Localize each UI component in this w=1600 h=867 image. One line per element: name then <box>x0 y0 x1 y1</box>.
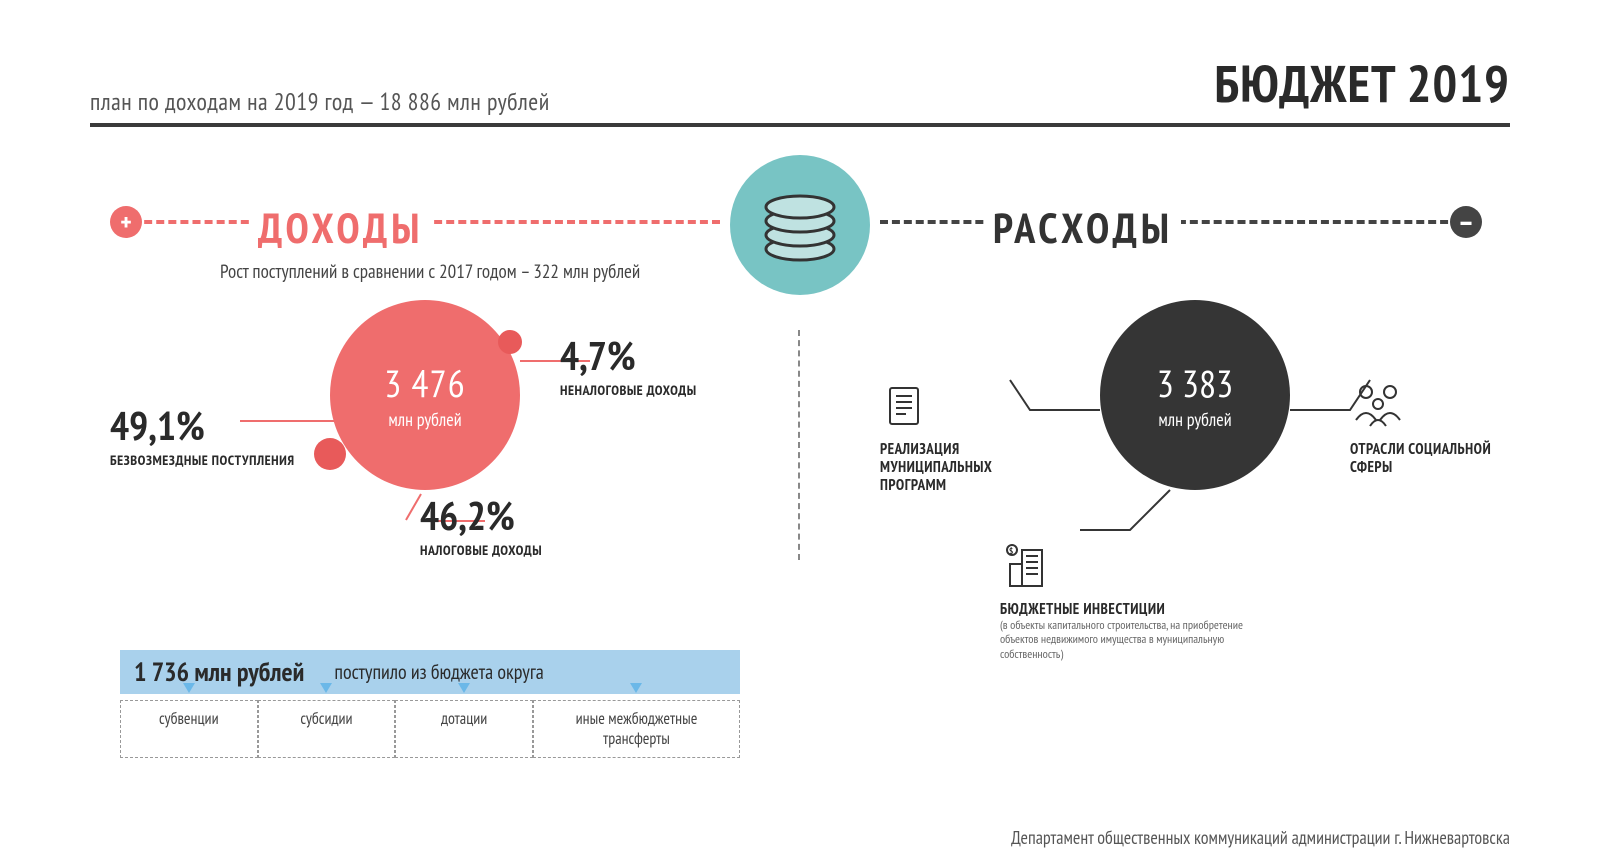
income-breakdown-item: 49,1% БЕЗВОЗМЕЗДНЫЕ ПОСТУПЛЕНИЯ <box>110 400 295 468</box>
income-dot-icon <box>314 438 346 470</box>
coins-icon <box>730 155 870 295</box>
header: план по доходам на 2019 год — 18 886 млн… <box>90 50 1510 127</box>
breakdown-pct: 4,7% <box>560 330 697 382</box>
minus-icon: – <box>1450 206 1482 238</box>
breakdown-label: БЕЗВОЗМЕЗДНЫЕ ПОСТУПЛЕНИЯ <box>110 452 295 468</box>
district-item: субсидии <box>258 700 396 758</box>
income-center-value: 3 476 <box>384 359 465 408</box>
footer-credit: Департамент общественных коммуникаций ад… <box>1011 826 1510 849</box>
breakdown-label: НЕНАЛОГОВЫЕ ДОХОДЫ <box>560 382 697 398</box>
breakdown-pct: 49,1% <box>110 400 295 452</box>
header-title: БЮДЖЕТ 2019 <box>1215 50 1510 117</box>
expense-item: $ БЮДЖЕТНЫЕ ИНВЕСТИЦИИ (в объекты капита… <box>1000 540 1300 662</box>
header-subtitle: план по доходам на 2019 год — 18 886 млн… <box>90 86 550 117</box>
breakdown-pct: 46,2% <box>420 490 542 542</box>
expense-item-label: РЕАЛИЗАЦИЯ МУНИЦИПАЛЬНЫХ ПРОГРАММ <box>880 441 1050 495</box>
expense-item-note: (в объекты капитального строительства, н… <box>1000 619 1260 662</box>
breakdown-label: НАЛОГОВЫЕ ДОХОДЫ <box>420 542 542 558</box>
income-center-unit: млн рублей <box>388 408 461 431</box>
income-growth-note: Рост поступлений в сравнении с 2017 годо… <box>220 260 640 284</box>
district-items: субвенции субсидии дотации иные межбюдже… <box>120 700 740 758</box>
income-center-bubble: 3 476 млн рублей <box>330 300 520 490</box>
expense-section-label: РАСХОДЫ <box>985 200 1181 255</box>
building-icon: $ <box>1000 540 1300 595</box>
document-icon <box>880 380 1050 435</box>
income-section-label: ДОХОДЫ <box>250 200 431 255</box>
income-dot-icon <box>498 330 522 354</box>
expense-item-label: ОТРАСЛИ СОЦИАЛЬНОЙ СФЕРЫ <box>1350 441 1510 477</box>
income-breakdown-item: 4,7% НЕНАЛОГОВЫЕ ДОХОДЫ <box>560 330 697 398</box>
expense-item: ОТРАСЛИ СОЦИАЛЬНОЙ СФЕРЫ <box>1350 380 1510 477</box>
district-item: субвенции <box>120 700 258 758</box>
people-icon <box>1350 380 1510 435</box>
income-breakdown-item: 46,2% НАЛОГОВЫЕ ДОХОДЫ <box>420 490 542 558</box>
svg-text:$: $ <box>1009 546 1014 557</box>
district-bar: 1 736 млн рублей поступило из бюджета ок… <box>120 650 740 694</box>
district-item: иные межбюджетные трансферты <box>533 700 740 758</box>
expense-item-label: БЮДЖЕТНЫЕ ИНВЕСТИЦИИ <box>1000 601 1300 619</box>
district-amount: 1 736 млн рублей <box>134 656 304 689</box>
district-item: дотации <box>395 700 533 758</box>
expense-item: РЕАЛИЗАЦИЯ МУНИЦИПАЛЬНЫХ ПРОГРАММ <box>880 380 1050 495</box>
vertical-divider <box>798 330 800 560</box>
plus-icon: + <box>110 206 142 238</box>
district-note: поступило из бюджета округа <box>334 659 543 685</box>
